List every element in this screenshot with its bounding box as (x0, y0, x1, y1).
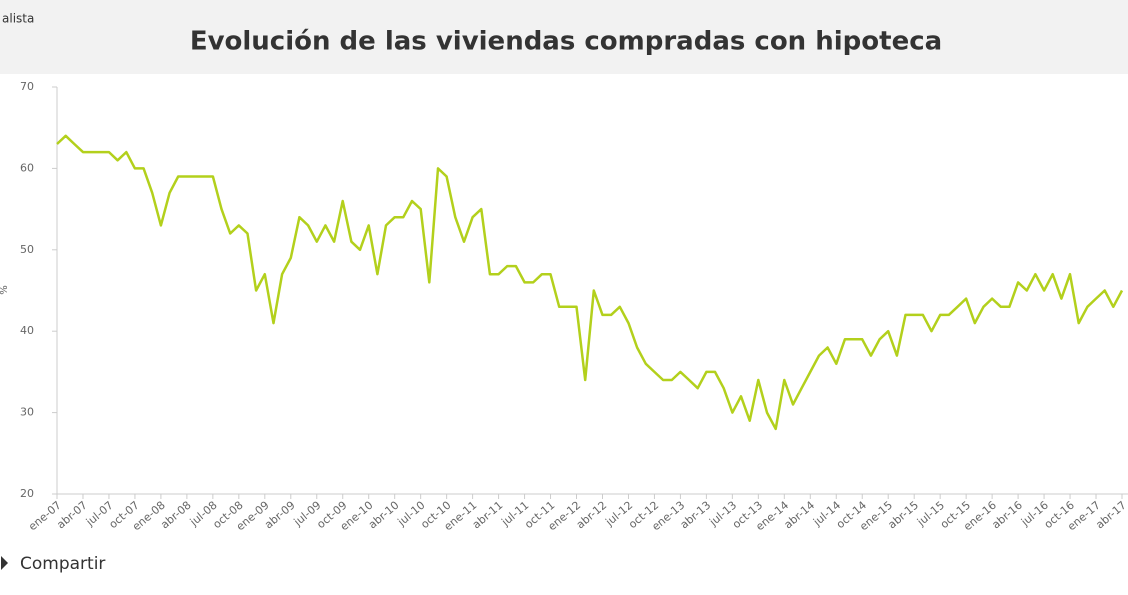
data-line (56, 134, 1124, 431)
header-bar (0, 0, 1128, 74)
y-tick-label: 30 (20, 406, 34, 419)
y-tick-label: 50 (20, 243, 34, 256)
share-icon[interactable] (1, 556, 8, 570)
brand: alista (2, 12, 34, 26)
share-button[interactable]: Compartir (20, 554, 105, 574)
y-tick-label: 20 (20, 487, 34, 500)
y-axis-label: % (0, 285, 10, 295)
chart-title: Evolución de las viviendas compradas con… (190, 27, 942, 57)
y-tick-label: 40 (20, 324, 34, 337)
y-tick-label: 70 (20, 80, 34, 93)
y-tick-label: 60 (20, 161, 34, 174)
x-tick-label: ene-07 (26, 499, 64, 534)
